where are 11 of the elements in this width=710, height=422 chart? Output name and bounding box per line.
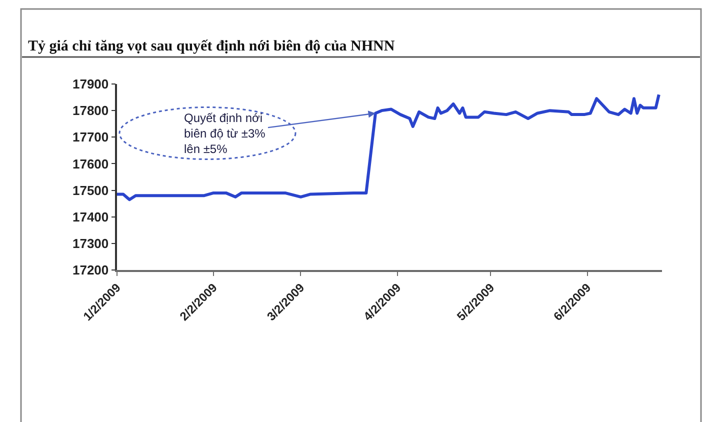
annotation: Quyết định nới biên độ từ ±3% lên ±5% <box>184 111 266 156</box>
y-tick-label: 17700 <box>72 130 109 145</box>
y-tick-label: 17300 <box>72 236 109 251</box>
chart-title: Tỷ giá chỉ tăng vọt sau quyết định nới biên độ của NHNN <box>28 38 395 54</box>
y-tick-label: 17500 <box>72 182 109 198</box>
y-tick-label: 17800 <box>72 103 109 118</box>
y-tick-label: 17200 <box>72 262 109 278</box>
y-tick-label: 17900 <box>72 76 109 92</box>
y-tick-label: 17600 <box>72 156 109 172</box>
y-tick-label: 17400 <box>72 209 109 224</box>
line-series <box>117 93 660 202</box>
